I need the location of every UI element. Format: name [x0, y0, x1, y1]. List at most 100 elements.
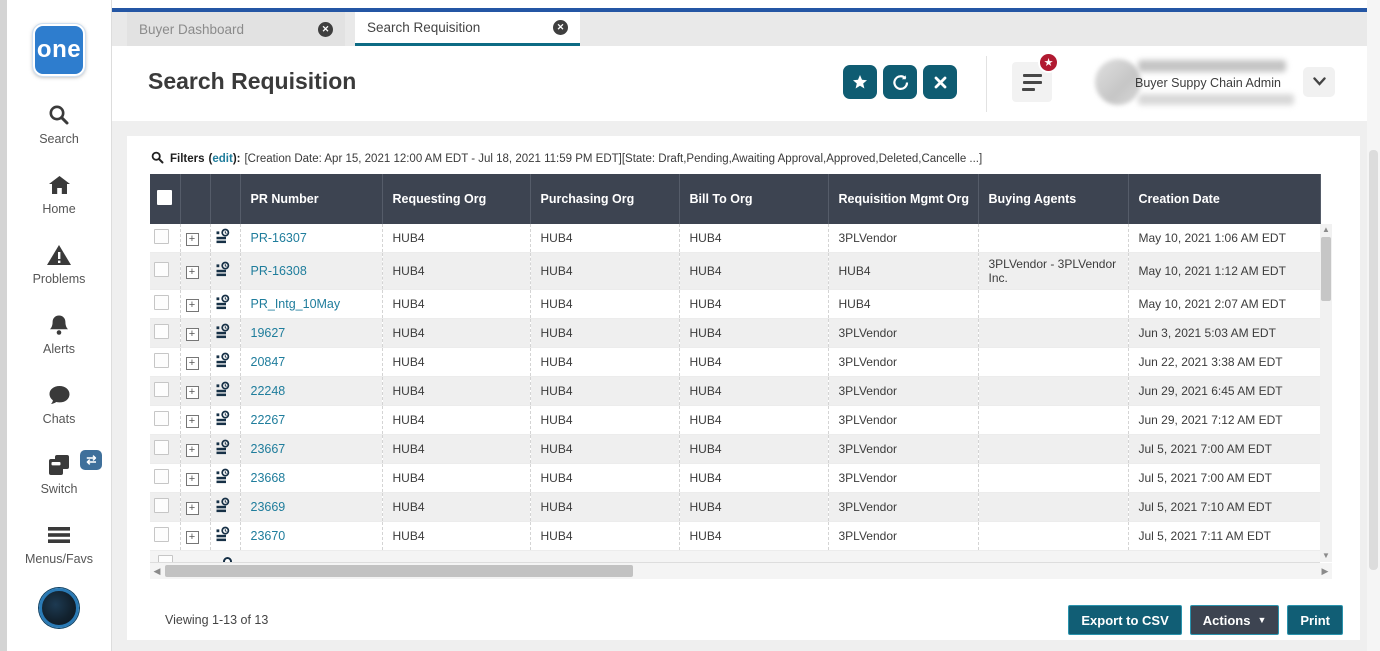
column-header-purchasing-org[interactable]: Purchasing Org — [530, 174, 679, 224]
column-header-creation-date[interactable]: Creation Date — [1128, 174, 1320, 224]
export-to-csv-button[interactable]: Export to CSV — [1068, 605, 1181, 635]
user-role: Buyer Suppy Chain Admin — [1135, 76, 1281, 90]
pr-number-link[interactable]: 22267 — [251, 413, 286, 427]
pr-number-link[interactable]: PR_Intg_10May — [251, 297, 341, 311]
horizontal-scroll-thumb[interactable] — [165, 565, 633, 577]
pr-number-link[interactable]: 19627 — [251, 326, 286, 340]
column-header-pr-number[interactable]: PR Number — [240, 174, 382, 224]
row-checkbox[interactable] — [154, 469, 169, 484]
cell-purchasing-org: HUB4 — [530, 290, 679, 319]
pr-number-link[interactable]: 23668 — [251, 471, 286, 485]
print-button[interactable]: Print — [1287, 605, 1343, 635]
row-checkbox[interactable] — [154, 295, 169, 310]
expand-row-icon[interactable]: + — [186, 266, 199, 279]
header-divider — [986, 56, 987, 112]
sidebar-item-switch[interactable]: ⇄ Switch — [41, 452, 78, 496]
pr-number-link[interactable]: PR-16307 — [251, 231, 307, 245]
pr-number-link[interactable]: 20847 — [251, 355, 286, 369]
table-row: + 20847 HUB4 HUB4 HUB4 3PLVendor Jun 22,… — [150, 348, 1320, 377]
scroll-down-icon[interactable]: ▼ — [1320, 550, 1332, 562]
favorite-button[interactable] — [843, 65, 877, 99]
close-tab-icon[interactable]: ✕ — [553, 20, 568, 35]
lifecycle-icon — [214, 387, 231, 401]
column-header-buying-agents[interactable]: Buying Agents — [978, 174, 1128, 224]
switch-badge-icon[interactable]: ⇄ — [80, 450, 102, 470]
sidebar-item-menus-favs[interactable]: Menus/Favs — [25, 522, 93, 566]
vertical-scroll-thumb[interactable] — [1321, 237, 1331, 301]
expand-row-icon[interactable]: + — [186, 386, 199, 399]
table-row: + 23670 HUB4 HUB4 HUB4 3PLVendor Jul 5, … — [150, 522, 1320, 551]
cell-buying-agents — [978, 493, 1128, 522]
expand-row-icon[interactable]: + — [186, 473, 199, 486]
page-scroll-thumb[interactable] — [1369, 150, 1378, 570]
sidebar-item-label: Menus/Favs — [25, 552, 93, 566]
cell-requesting-org: HUB4 — [382, 290, 530, 319]
scroll-up-icon[interactable]: ▲ — [1320, 224, 1332, 236]
pr-number-link[interactable]: 23667 — [251, 442, 286, 456]
scroll-right-icon[interactable]: ▶ — [1318, 563, 1332, 579]
close-tab-icon[interactable]: ✕ — [318, 22, 333, 37]
sidebar-item-chats[interactable]: Chats — [43, 382, 76, 426]
cell-creation-date: Jun 29, 2021 6:45 AM EDT — [1128, 377, 1320, 406]
select-all-checkbox[interactable] — [157, 190, 172, 205]
close-icon — [934, 76, 947, 89]
expand-row-icon[interactable]: + — [186, 299, 199, 312]
cell-purchasing-org: HUB4 — [530, 493, 679, 522]
row-checkbox[interactable] — [154, 527, 169, 542]
cell-requesting-org: HUB4 — [382, 522, 530, 551]
pr-number-link[interactable]: 23670 — [251, 529, 286, 543]
expand-row-icon[interactable]: + — [186, 502, 199, 515]
tab-buyer-dashboard[interactable]: Buyer Dashboard ✕ — [127, 12, 345, 46]
row-checkbox[interactable] — [154, 382, 169, 397]
expand-row-icon[interactable]: + — [186, 357, 199, 370]
favorites-badge-icon[interactable]: ★ — [1038, 52, 1059, 73]
column-header-bill-to-org[interactable]: Bill To Org — [679, 174, 828, 224]
column-header-requesting-org[interactable]: Requesting Org — [382, 174, 530, 224]
row-checkbox[interactable] — [154, 353, 169, 368]
tab-search-requisition[interactable]: Search Requisition ✕ — [355, 12, 580, 46]
row-checkbox[interactable] — [154, 498, 169, 513]
user-menu-button[interactable] — [1303, 67, 1335, 97]
row-checkbox[interactable] — [154, 324, 169, 339]
home-icon — [46, 172, 72, 198]
menus-favs-icon — [46, 522, 72, 548]
actions-button[interactable]: Actions ▼ — [1190, 605, 1280, 635]
expand-row-icon[interactable]: + — [186, 328, 199, 341]
cell-creation-date: Jul 5, 2021 7:00 AM EDT — [1128, 435, 1320, 464]
chats-icon — [46, 382, 72, 408]
row-checkbox[interactable] — [154, 411, 169, 426]
refresh-button[interactable] — [883, 65, 917, 99]
page-scrollbar[interactable] — [1367, 0, 1380, 651]
lifecycle-icon — [214, 329, 231, 343]
cell-bill-to-org: HUB4 — [679, 348, 828, 377]
cell-buying-agents — [978, 348, 1128, 377]
filters-label: Filters — [170, 153, 205, 165]
row-checkbox[interactable] — [154, 440, 169, 455]
column-header-req-mgmt-org[interactable]: Requisition Mgmt Org — [828, 174, 978, 224]
expand-row-icon[interactable]: + — [186, 415, 199, 428]
pr-number-link[interactable]: 22248 — [251, 384, 286, 398]
expand-row-icon[interactable]: + — [186, 444, 199, 457]
pr-number-link[interactable]: PR-16308 — [251, 264, 307, 278]
row-checkbox[interactable] — [154, 262, 169, 277]
cell-req-mgmt-org: HUB4 — [828, 290, 978, 319]
sidebar-item-search[interactable]: Search — [39, 102, 79, 146]
one-logo[interactable]: one — [33, 24, 85, 76]
close-page-button[interactable] — [923, 65, 957, 99]
sidebar-item-home[interactable]: Home — [42, 172, 75, 216]
user-avatar[interactable] — [39, 588, 79, 628]
row-checkbox[interactable] — [154, 229, 169, 244]
expand-row-icon[interactable]: + — [186, 233, 199, 246]
sidebar-item-problems[interactable]: Problems — [33, 242, 86, 286]
pr-number-link[interactable]: 23669 — [251, 500, 286, 514]
panel-footer: Viewing 1-13 of 13 Export to CSV Actions… — [127, 579, 1360, 635]
expand-row-icon[interactable]: + — [186, 531, 199, 544]
table-vertical-scrollbar[interactable]: ▲ ▼ — [1320, 224, 1332, 562]
scroll-left-icon[interactable]: ◀ — [150, 563, 164, 579]
icon-column-header — [210, 174, 240, 224]
lifecycle-icon — [214, 445, 231, 459]
cell-req-mgmt-org: 3PLVendor — [828, 435, 978, 464]
table-horizontal-scrollbar[interactable]: ◀ ▶ — [150, 563, 1332, 579]
sidebar-item-alerts[interactable]: Alerts — [43, 312, 75, 356]
edit-filters-link[interactable]: edit — [212, 153, 232, 165]
